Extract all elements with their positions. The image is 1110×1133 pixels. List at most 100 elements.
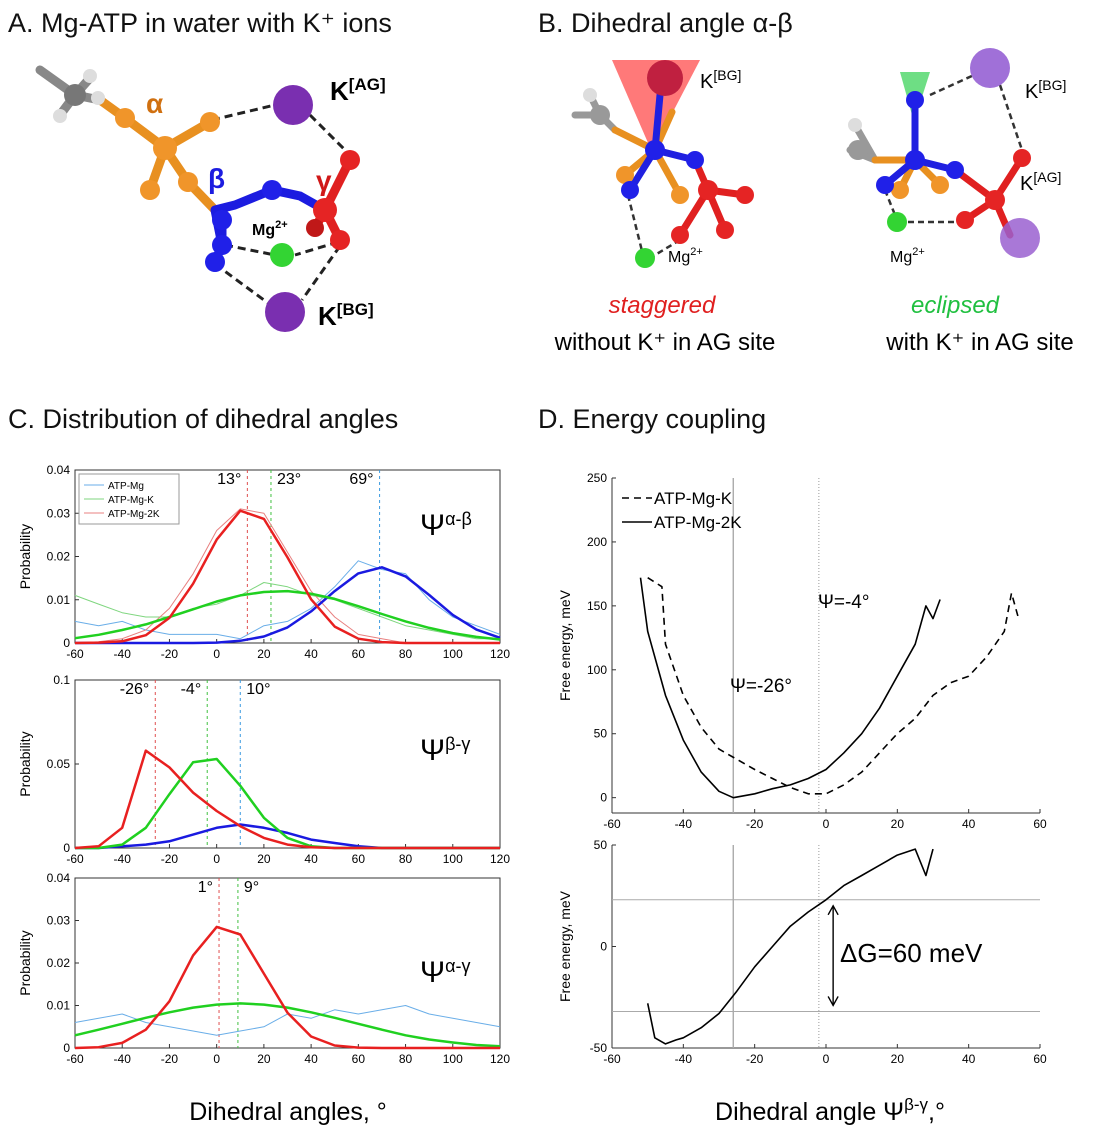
label-sup: [BG]: [713, 67, 741, 83]
x-tick-label: 120: [490, 647, 510, 661]
y-tick-label: 0.1: [53, 673, 70, 687]
annotation: Ψ=-26°: [730, 676, 792, 697]
x-tick-label: 100: [443, 647, 463, 661]
symbol-main: Ψ: [420, 956, 445, 989]
x-tick-label: -20: [746, 1052, 764, 1066]
y-tick-label: 0: [63, 1041, 70, 1055]
panel-title: A. Mg-ATP in water with K⁺ ions: [8, 8, 392, 38]
y-axis-label: Free energy, meV: [557, 890, 573, 1002]
label-sup: [AG]: [1033, 169, 1061, 185]
x-tick-label: -20: [746, 817, 764, 831]
y-tick-label: 0: [63, 841, 70, 855]
chart: -60 -40 -20 0 20 40 60 0 50 100 150 200 250 Free ener…: [557, 471, 1047, 831]
y-tick-label: 0.03: [47, 914, 71, 928]
y-tick-label: 150: [587, 599, 607, 613]
annotation: Ψ=-4°: [818, 592, 869, 613]
x-tick-label: -20: [161, 647, 179, 661]
x-tick-label: 20: [257, 647, 271, 661]
y-tick-label: 0.04: [47, 463, 71, 477]
label-main: Mg: [252, 222, 275, 239]
x-tick-label: 120: [490, 1052, 510, 1066]
x-tick-label: 40: [962, 1052, 976, 1066]
k-ag-label: K[AG]: [1020, 169, 1061, 195]
legend-label: ATP-Mg-2K: [108, 509, 160, 520]
label-sup: β-γ: [904, 1095, 928, 1114]
x-tick-label: -40: [675, 817, 693, 831]
y-axis-label: Probability: [17, 524, 33, 589]
x-tick-label: 40: [962, 817, 976, 831]
x-tick-label: 100: [443, 852, 463, 866]
y-tick-label: 200: [587, 535, 607, 549]
label-main: Mg: [890, 249, 912, 266]
y-axis-label: Probability: [17, 731, 33, 796]
y-tick-label: 0: [600, 940, 607, 954]
x-tick-label: 80: [399, 1052, 413, 1066]
y-tick-label: -50: [590, 1041, 608, 1055]
y-tick-label: 0.02: [47, 956, 71, 970]
k-bg-label: K[BG]: [1025, 77, 1066, 103]
label-main: K: [700, 71, 714, 93]
x-tick-label: 60: [1033, 1052, 1047, 1066]
y-axis-label: Probability: [17, 930, 33, 995]
k-bg-label: K[BG]: [700, 67, 741, 93]
legend-label: ATP-Mg-2K: [654, 513, 742, 532]
y-tick-label: 100: [587, 663, 607, 677]
state-label: staggered: [609, 292, 716, 319]
x-tick-label: 20: [891, 1052, 905, 1066]
alpha-label: α: [146, 88, 163, 119]
x-tick-label: 40: [304, 1052, 318, 1066]
y-tick-label: 50: [594, 727, 608, 741]
label-main: Mg: [668, 249, 690, 266]
k-bg-label: K[BG]: [318, 300, 374, 331]
y-axis-label: Free energy, meV: [557, 589, 573, 701]
label-sup: [BG]: [1038, 77, 1066, 93]
molecule-b-right: [848, 48, 1040, 258]
x-tick-label: 60: [352, 647, 366, 661]
x-tick-label: 120: [490, 852, 510, 866]
x-tick-label: -20: [161, 1052, 179, 1066]
x-axis-label: Dihedral angle Ψβ-γ,°: [715, 1095, 945, 1126]
dihedral-symbol: Ψβ-γ: [420, 734, 470, 767]
gamma-label: γ: [316, 165, 332, 196]
x-tick-label: 20: [891, 817, 905, 831]
x-tick-label: 60: [1033, 817, 1047, 831]
angle-label: 69°: [349, 471, 373, 488]
x-tick-label: -60: [603, 817, 621, 831]
y-tick-label: 250: [587, 471, 607, 485]
label-sup: 2+: [912, 246, 925, 258]
legend-label: ATP-Mg: [108, 481, 144, 492]
angle-label: -26°: [120, 681, 150, 698]
legend-label: ATP-Mg-K: [108, 495, 154, 506]
dihedral-symbol: Ψα-γ: [420, 956, 470, 989]
caption: without K⁺ in AG site: [554, 329, 776, 356]
symbol-main: Ψ: [420, 734, 445, 767]
x-tick-label: 0: [213, 1052, 220, 1066]
x-tick-label: 0: [823, 817, 830, 831]
angle-label: -4°: [181, 681, 202, 698]
x-tick-label: 80: [399, 647, 413, 661]
angle-label: 9°: [244, 879, 259, 896]
y-tick-label: 0: [600, 791, 607, 805]
label-main: K: [330, 76, 349, 106]
label-sup: [BG]: [337, 300, 374, 319]
molecule-b-left: [575, 60, 754, 268]
label-sup: 2+: [275, 219, 288, 231]
x-tick-label: 60: [352, 852, 366, 866]
label-main: K: [1020, 173, 1034, 195]
angle-label: 23°: [277, 471, 301, 488]
x-tick-label: 40: [304, 852, 318, 866]
x-tick-label: 0: [213, 647, 220, 661]
symbol-main: Ψ: [420, 509, 445, 542]
y-tick-label: 0.01: [47, 593, 71, 607]
y-tick-label: 0.05: [47, 757, 71, 771]
x-axis-label: Dihedral angles, °: [189, 1098, 387, 1126]
x-tick-label: 20: [257, 1052, 271, 1066]
angle-label: 1°: [198, 879, 213, 896]
state-label: eclipsed: [911, 292, 1000, 319]
x-tick-label: -20: [161, 852, 179, 866]
dihedral-symbol: Ψα-β: [420, 509, 472, 542]
angle-label: 10°: [246, 681, 270, 698]
